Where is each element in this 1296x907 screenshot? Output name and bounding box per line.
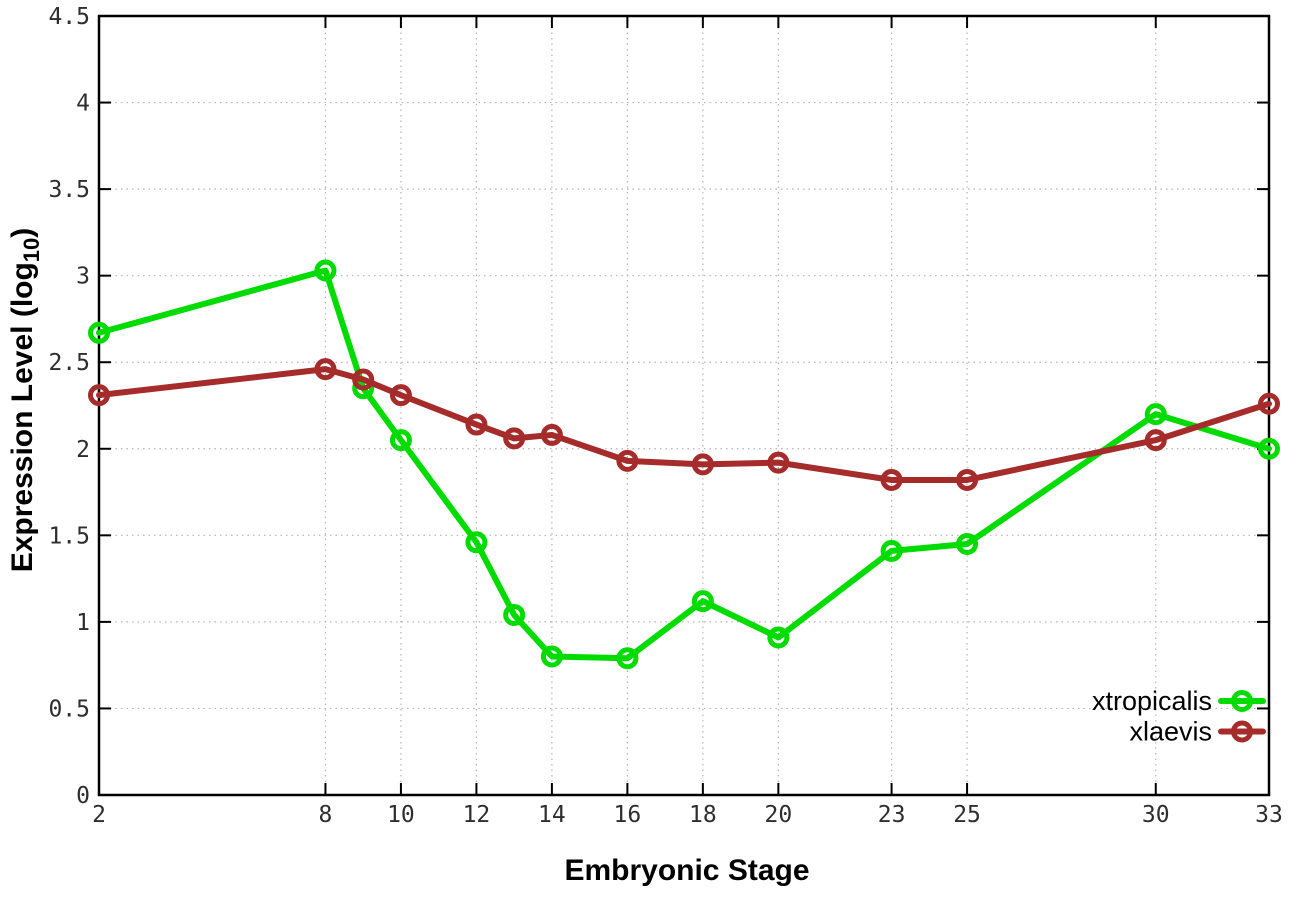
y-axis-title-close: ) xyxy=(6,228,39,238)
data-point-xtropicalis xyxy=(767,626,790,649)
y-tick-label: 2 xyxy=(76,437,90,463)
data-point-xtropicalis xyxy=(389,429,412,452)
series-layer xyxy=(88,259,1280,670)
y-tick-labels: 0 0.5 1 1.5 2 2.5 3 3.5 4 4.5 xyxy=(48,4,90,809)
y-tick-label: 0.5 xyxy=(48,696,90,722)
grid-layer xyxy=(99,16,1269,795)
legend-item-xlaevis: xlaevis xyxy=(1129,717,1266,747)
data-point-xtropicalis xyxy=(616,647,639,670)
y-axis-title: Expression Level (log10) xyxy=(6,228,44,573)
data-point-xlaevis xyxy=(540,423,563,446)
data-point-xlaevis xyxy=(314,358,337,381)
y-tick-label: 4.5 xyxy=(48,4,90,30)
data-point-xtropicalis xyxy=(540,645,563,668)
y-tick-label: 1 xyxy=(76,610,90,636)
y-tick-label: 3 xyxy=(76,264,90,290)
y-tick-label: 3.5 xyxy=(48,177,90,203)
legend-marker-sample xyxy=(1231,720,1253,743)
legend-label-xtropicalis: xtropicalis xyxy=(1092,686,1212,716)
y-axis-title-subscript: 10 xyxy=(19,238,44,262)
legend-label-xlaevis: xlaevis xyxy=(1129,717,1212,747)
y-tick-label: 2.5 xyxy=(48,350,90,376)
x-tick-label: 25 xyxy=(953,802,981,828)
x-tick-label: 14 xyxy=(538,802,566,828)
tick-layer xyxy=(98,16,1270,795)
y-tick-label: 1.5 xyxy=(48,523,90,549)
data-point-xtropicalis xyxy=(88,321,110,344)
data-point-xtropicalis xyxy=(465,531,488,554)
x-axis-title: Embryonic Stage xyxy=(564,854,809,887)
y-tick-label: 0 xyxy=(76,783,90,809)
data-point-xlaevis xyxy=(880,468,903,491)
data-point-xtropicalis xyxy=(503,603,526,626)
data-point-xtropicalis xyxy=(1258,437,1280,460)
data-point-xlaevis xyxy=(956,468,979,491)
x-tick-label: 2 xyxy=(92,802,106,828)
y-axis-title-main: Expression Level (log xyxy=(6,262,39,572)
data-point-xlaevis xyxy=(465,413,488,436)
series-line-xlaevis xyxy=(96,366,1272,483)
data-point-xlaevis xyxy=(88,384,110,407)
data-point-xlaevis xyxy=(767,451,790,474)
data-point-xlaevis xyxy=(691,453,714,476)
x-tick-label: 16 xyxy=(614,802,642,828)
x-tick-label: 33 xyxy=(1255,802,1283,828)
x-tick-label: 10 xyxy=(387,802,415,828)
x-tick-label: 20 xyxy=(765,802,793,828)
x-tick-label: 12 xyxy=(463,802,491,828)
legend-item-xtropicalis: xtropicalis xyxy=(1092,686,1266,716)
x-tick-label: 30 xyxy=(1142,802,1170,828)
x-tick-label: 23 xyxy=(878,802,906,828)
data-point-xtropicalis xyxy=(691,590,714,613)
data-point-xlaevis xyxy=(1144,429,1167,452)
data-point-xtropicalis xyxy=(1144,403,1167,426)
x-tick-label: 18 xyxy=(689,802,717,828)
x-tick-label: 8 xyxy=(319,802,333,828)
data-point-xlaevis xyxy=(616,449,639,472)
data-point-xtropicalis xyxy=(956,532,979,555)
data-point-xtropicalis xyxy=(880,539,903,562)
data-point-xlaevis xyxy=(503,427,526,450)
data-point-xlaevis xyxy=(352,368,375,391)
data-point-xlaevis xyxy=(389,384,412,407)
legend-marker-sample xyxy=(1231,690,1253,712)
y-tick-label: 4 xyxy=(76,91,90,117)
plot-border xyxy=(97,14,1271,797)
x-tick-labels: 2 8 10 12 14 16 18 20 23 25 30 33 xyxy=(92,802,1283,828)
data-point-xlaevis xyxy=(1258,392,1280,415)
data-point-xtropicalis xyxy=(314,259,337,282)
